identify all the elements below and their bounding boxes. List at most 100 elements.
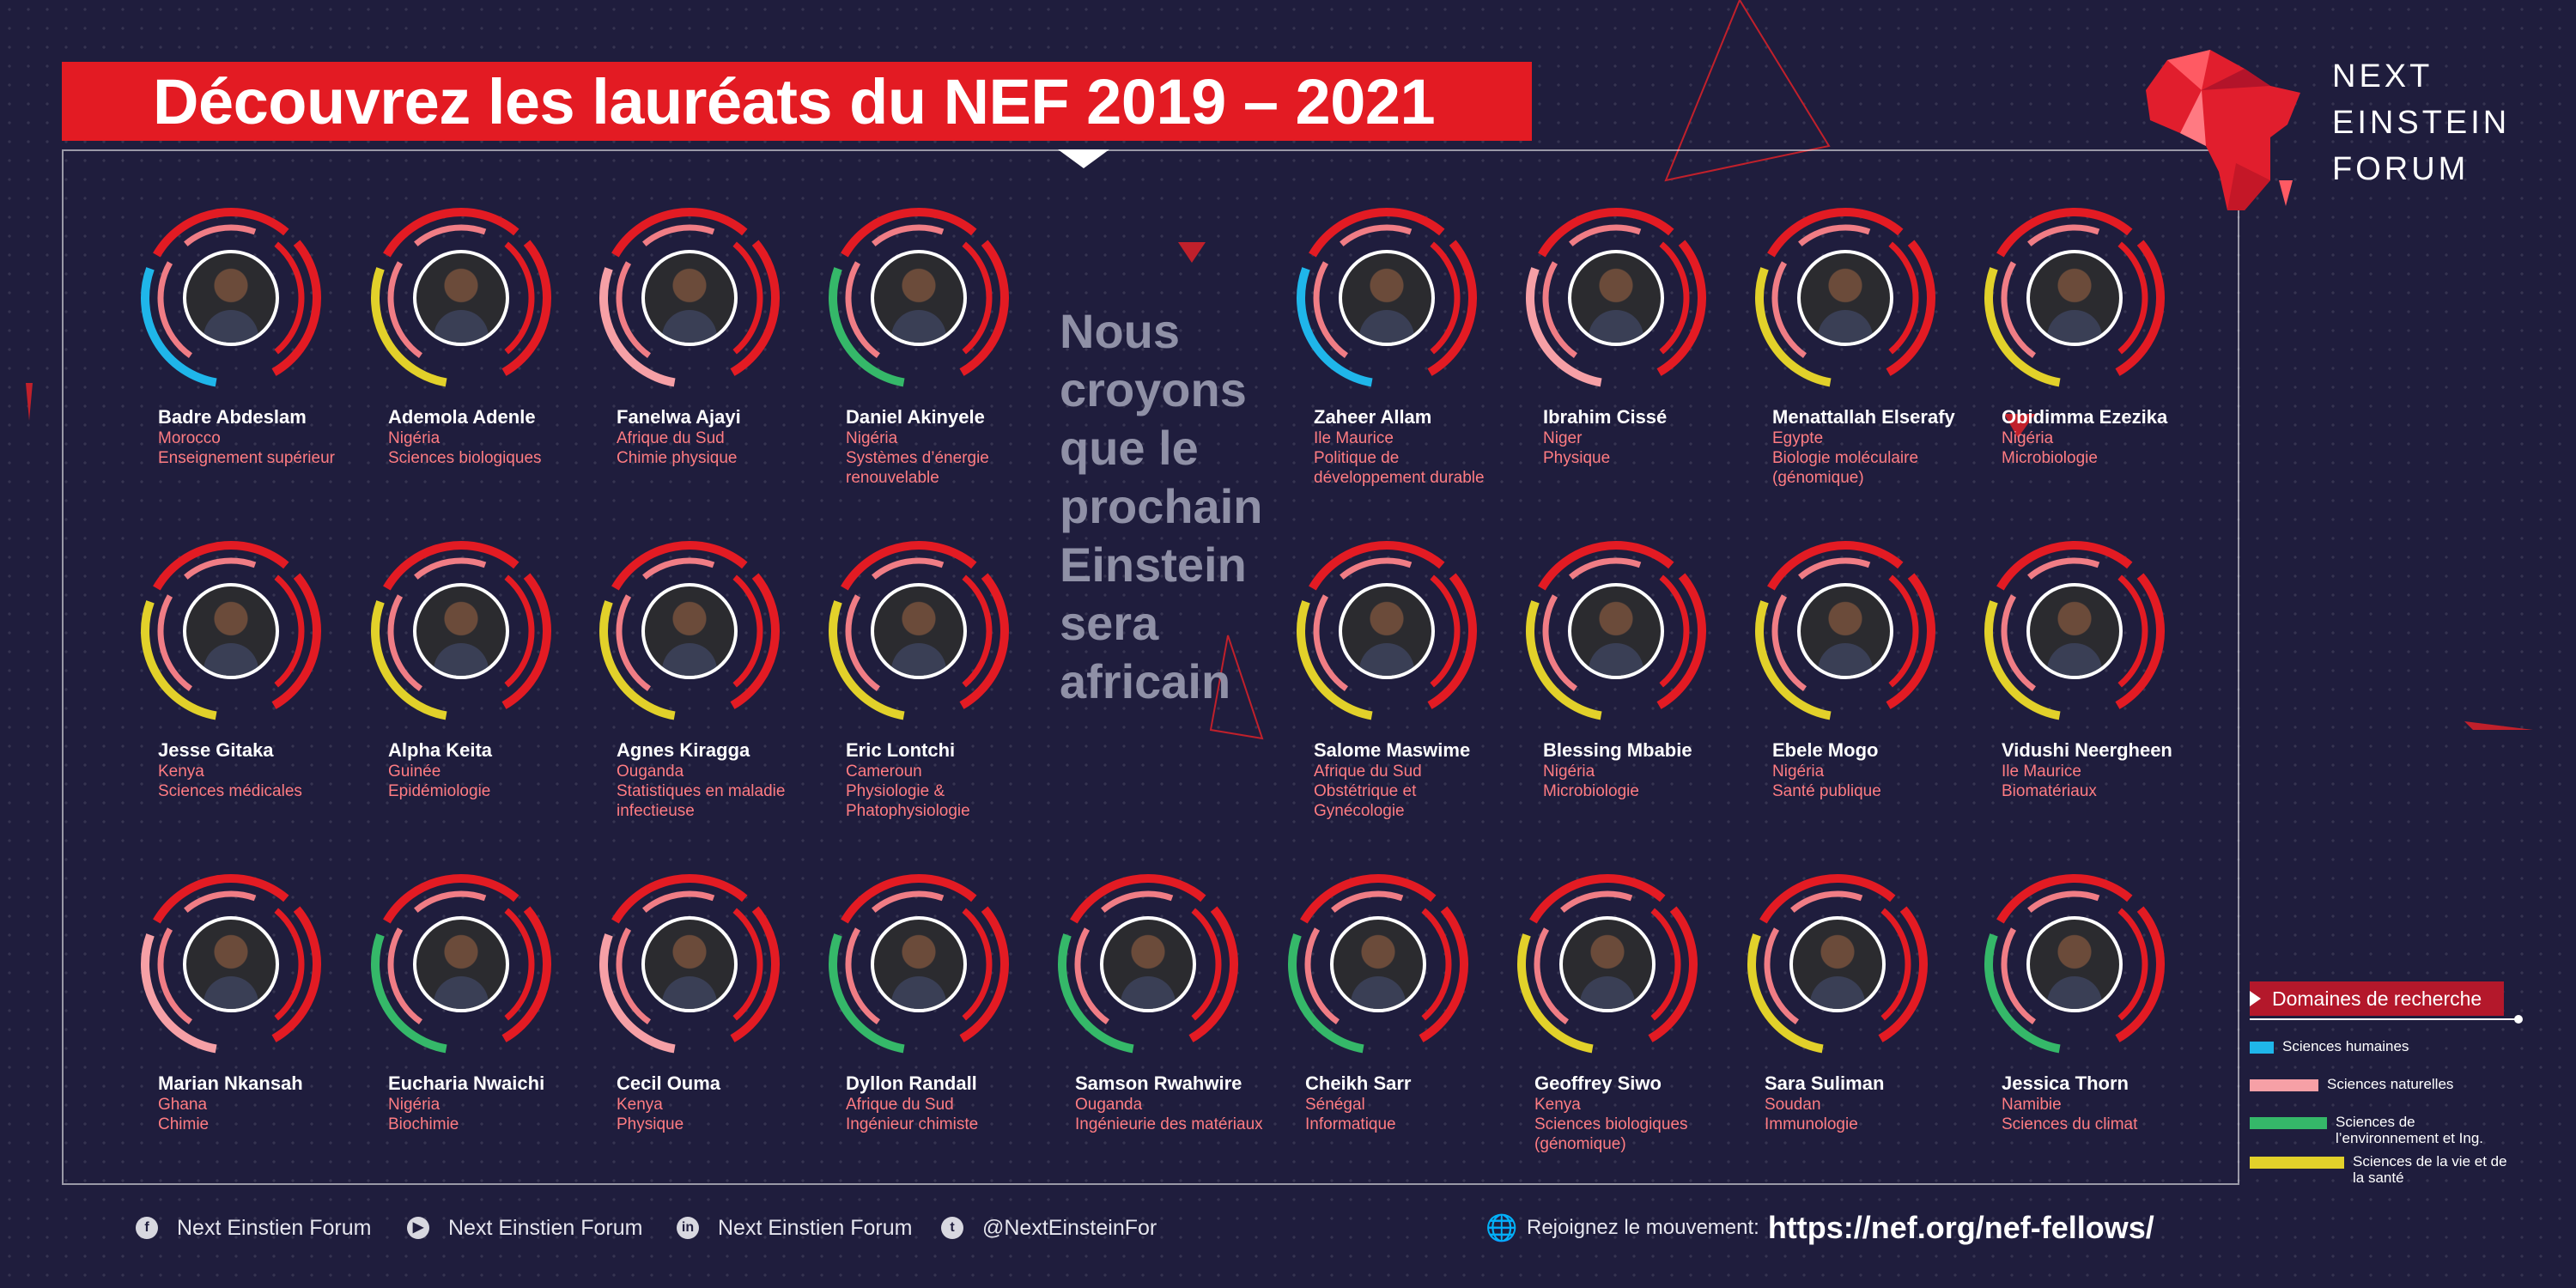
fellow-avatar: [362, 866, 560, 1063]
fellow-country: Afrique du Sud: [846, 1096, 954, 1114]
fellow-name: Sara Suliman: [1765, 1072, 1885, 1094]
fellow-photo: [2026, 250, 2123, 346]
avatar-ring: [141, 541, 321, 720]
fellow-field: Microbiologie: [1543, 782, 1639, 800]
fellow-card: Jessica Thorn Namibie Sciences du climat: [1984, 866, 2216, 1134]
fellow-card: Alpha Keita Guinée Epidémiologie: [371, 532, 603, 801]
fellow-field: Sciences médicales: [158, 782, 302, 800]
fellow-avatar: [591, 866, 788, 1063]
fellow-photo: [1568, 583, 1664, 679]
fellow-card: Jesse Gitaka Kenya Sciences médicales: [141, 532, 373, 801]
fellow-card: Eric Lontchi Cameroun Physiologie & Phat…: [829, 532, 1060, 821]
avatar-ring: [141, 874, 321, 1054]
fellow-country: Cameroun: [846, 762, 922, 781]
youtube-link[interactable]: ▶ Next Einstien Forum: [407, 1211, 642, 1245]
youtube-icon: ▶: [407, 1217, 429, 1239]
twitter-link[interactable]: t @NextEinsteinFor: [941, 1211, 1157, 1245]
fellow-country: Niger: [1543, 429, 1583, 447]
logo-line: FORUM: [2332, 151, 2470, 187]
fellow-card: Ademola Adenle Nigéria Sciences biologiq…: [371, 199, 603, 468]
belief-line: que le: [1060, 421, 1199, 475]
fellow-card: Menattallah Elserafy Egypte Biologie mol…: [1755, 199, 1987, 488]
fellow-card: Cheikh Sarr Sénégal Informatique: [1288, 866, 1520, 1134]
fellow-country: Soudan: [1765, 1096, 1821, 1114]
fellow-card: Fanelwa Ajayi Afrique du Sud Chimie phys…: [599, 199, 831, 468]
fellow-country: Namibie: [2002, 1096, 2062, 1114]
fellow-field: Chimie physique: [617, 449, 738, 467]
avatar-ring: [1755, 208, 1935, 387]
globe-icon: 🌐: [1485, 1213, 1518, 1242]
fellow-field: Biochimie: [388, 1115, 459, 1133]
fellow-field: Obstétrique et Gynécologie: [1314, 782, 1417, 820]
avatar-ring: [371, 208, 551, 387]
fellow-country: Nigéria: [388, 1096, 440, 1114]
fellow-photo: [1568, 250, 1664, 346]
legend-divider: [2250, 1015, 2523, 1024]
fellow-field: Epidémiologie: [388, 782, 491, 800]
avatar-ring: [599, 874, 780, 1054]
logo-wordmark: NEXT EINSTEIN FORUM: [2332, 53, 2510, 192]
fellow-avatar: [1288, 532, 1485, 730]
fellow-avatar: [820, 199, 1018, 397]
avatar-ring: [1984, 541, 2165, 720]
fellows-url-link[interactable]: https://nef.org/nef-fellows/: [1767, 1210, 2154, 1245]
legend-swatch: [2250, 1157, 2344, 1169]
fellow-name: Samson Rwahwire: [1075, 1072, 1242, 1094]
fellow-photo: [871, 583, 967, 679]
fellow-photo: [413, 250, 509, 346]
avatar-ring: [829, 541, 1009, 720]
fellow-avatar: [1517, 532, 1715, 730]
fellow-name: Vidushi Neergheen: [2002, 739, 2172, 761]
fellow-name: Ibrahim Cissé: [1543, 406, 1668, 428]
fellow-photo: [641, 916, 738, 1012]
fellow-country: Guinée: [388, 762, 441, 781]
fellow-country: Afrique du Sud: [1314, 762, 1422, 781]
join-label: Rejoignez le mouvement:: [1527, 1216, 1759, 1239]
avatar-ring: [1517, 874, 1698, 1054]
avatar-ring: [829, 208, 1009, 387]
fellow-photo: [1339, 583, 1435, 679]
legend-label: Sciences naturelles: [2327, 1076, 2454, 1092]
fellow-photo: [183, 583, 279, 679]
logo-line: NEXT: [2332, 58, 2433, 94]
fellow-card: Ebele Mogo Nigéria Santé publique: [1755, 532, 1987, 801]
fellow-name: Badre Abdeslam: [158, 406, 307, 428]
social-label: Next Einstien Forum: [718, 1215, 913, 1240]
fellow-field: Biomatériaux: [2002, 782, 2097, 800]
fellow-photo: [1100, 916, 1196, 1012]
join-movement: 🌐 Rejoignez le mouvement: https://nef.or…: [1485, 1210, 2154, 1245]
fellow-card: Cecil Ouma Kenya Physique: [599, 866, 831, 1134]
fellow-avatar: [820, 532, 1018, 730]
avatar-ring: [1526, 208, 1706, 387]
fellow-name: Ebele Mogo: [1772, 739, 1879, 761]
fellow-country: Sénégal: [1305, 1096, 1365, 1114]
fellow-name: Alpha Keita: [388, 739, 493, 761]
fellow-photo: [1330, 916, 1426, 1012]
legend-label: Sciences de l’environnement et Ing.: [2336, 1114, 2483, 1146]
linkedin-link[interactable]: in Next Einstien Forum: [677, 1211, 912, 1245]
fellow-field: Physique: [1543, 449, 1611, 467]
fellow-name: Blessing Mbabie: [1543, 739, 1692, 761]
fellow-field: Informatique: [1305, 1115, 1396, 1133]
fellow-photo: [641, 250, 738, 346]
fellow-country: Ouganda: [1075, 1096, 1143, 1114]
fellow-name: Fanelwa Ajayi: [617, 406, 741, 428]
fellow-card: Geoffrey Siwo Kenya Sciences biologiques…: [1517, 866, 1749, 1154]
avatar-ring: [1755, 541, 1935, 720]
fellow-avatar: [132, 199, 330, 397]
avatar-ring: [1984, 208, 2165, 387]
fellow-country: Ile Maurice: [2002, 762, 2081, 781]
social-label: @NextEinsteinFor: [982, 1215, 1157, 1240]
fellow-name: Zaheer Allam: [1314, 406, 1432, 428]
fellow-photo: [1559, 916, 1656, 1012]
fellow-country: Nigéria: [1772, 762, 1825, 781]
fellow-field: Sciences biologiques (génomique): [1534, 1115, 1688, 1153]
facebook-link[interactable]: f Next Einstien Forum: [136, 1211, 371, 1245]
fellow-name: Cheikh Sarr: [1305, 1072, 1412, 1094]
nef-logo[interactable]: NEXT EINSTEIN FORUM: [2142, 43, 2545, 223]
fellow-field: Statistiques en maladie infectieuse: [617, 782, 786, 820]
avatar-ring: [599, 541, 780, 720]
legend-item-vie: Sciences de la vie et de la santé: [2250, 1153, 2516, 1186]
fellow-avatar: [1279, 866, 1477, 1063]
fellow-name: Ademola Adenle: [388, 406, 536, 428]
